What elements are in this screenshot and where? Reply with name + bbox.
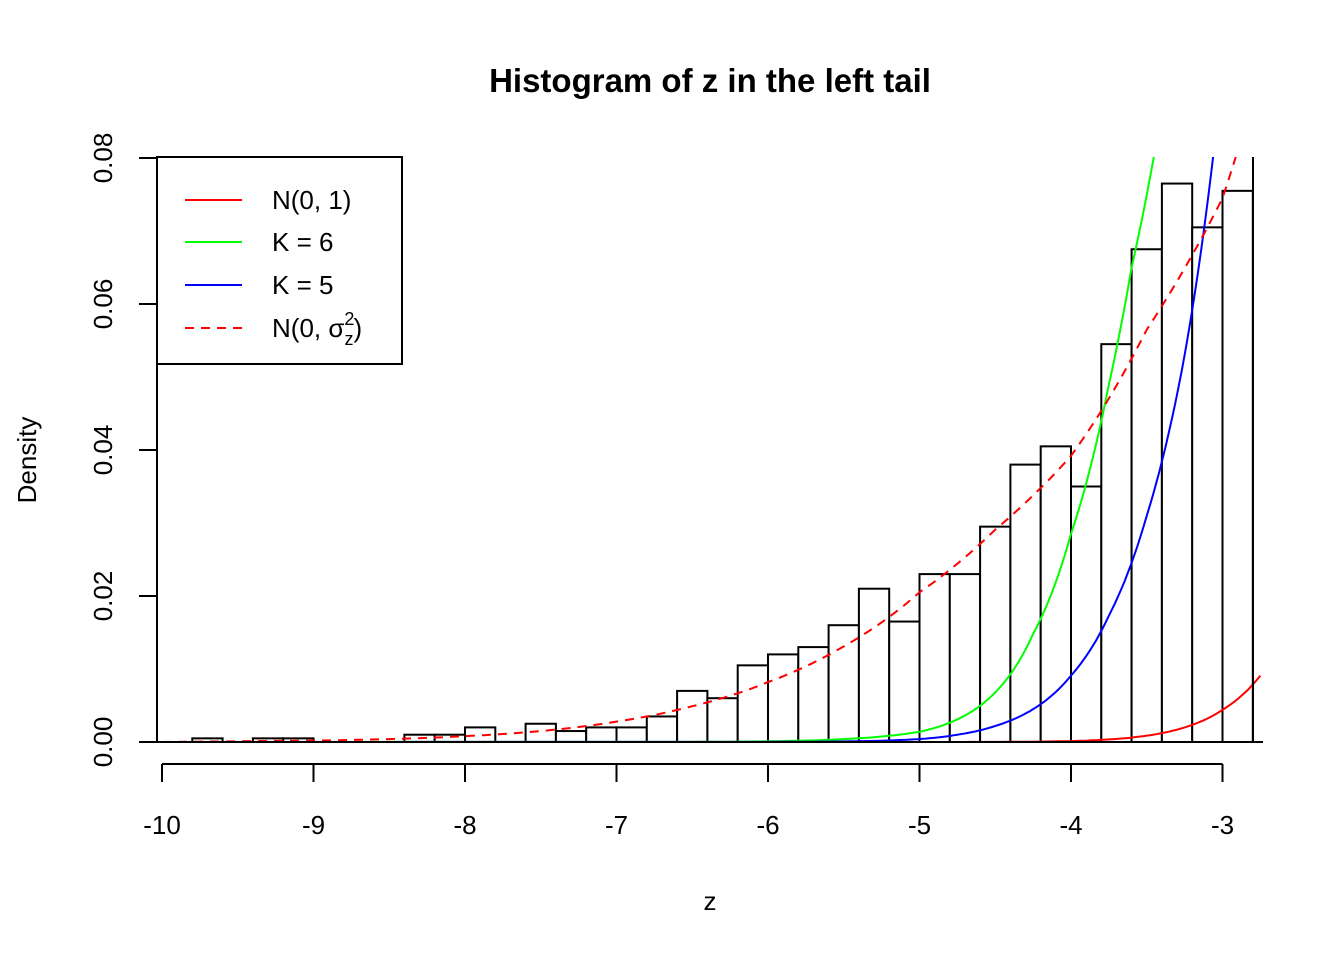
histogram-bar [888,620,921,743]
legend-label-k5: K = 5 [272,270,333,300]
histogram-bar [827,624,860,744]
x-tick-label: -9 [302,810,325,840]
x-tick-label: -3 [1211,810,1234,840]
histogram-bar [979,525,1012,744]
y-axis-label: Density [12,417,42,504]
histogram-bar [615,726,648,744]
histogram-bar [1191,226,1224,744]
legend-label-k6: K = 6 [272,227,333,257]
histogram-bar [1221,189,1254,744]
legend-label-nsigma: N(0, σ2 z) [272,309,362,349]
density-curve [161,157,1237,743]
y-tick-label: 0.08 [88,133,118,184]
histogram-bar [857,587,891,744]
x-tick-label: -5 [908,810,931,840]
y-tick-label: 0.00 [88,717,118,768]
legend: N(0, 1) K = 6 K = 5 N(0, σ2 z) [156,156,403,365]
legend-label-n01: N(0, 1) [272,185,351,215]
histogram-bar [645,715,679,744]
x-tick-label: -10 [143,810,181,840]
x-tick-label: -4 [1059,810,1082,840]
histogram-bar [948,573,982,743]
histogram-bar [767,653,800,744]
y-tick-label: 0.06 [88,279,118,330]
histogram-bar [585,726,618,744]
histogram-bar [1009,463,1042,743]
legend-box [156,156,403,365]
histogram-bar [1160,182,1194,744]
histogram-bars [191,182,1254,744]
x-axis-label: z [704,886,717,916]
histogram-bar [676,689,709,744]
chart-title: Histogram of z in the left tail [489,62,931,99]
histogram-bar [1070,485,1103,743]
x-axis: -10 -9 -8 -7 -6 -5 -4 -3 [143,763,1234,840]
histogram-bar [797,646,830,743]
x-tick-label: -7 [605,810,628,840]
y-axis: 0.00 0.02 0.04 0.06 0.08 [88,133,158,768]
y-tick-label: 0.04 [88,425,118,476]
x-tick-label: -6 [756,810,779,840]
histogram-bar [1130,248,1163,743]
histogram-bar [554,730,588,743]
histogram-bar [1039,445,1072,743]
histogram-bar [706,697,739,744]
histogram-bar [918,573,951,743]
y-tick-label: 0.02 [88,571,118,622]
histogram-bar [736,664,770,743]
x-tick-label: -8 [453,810,476,840]
